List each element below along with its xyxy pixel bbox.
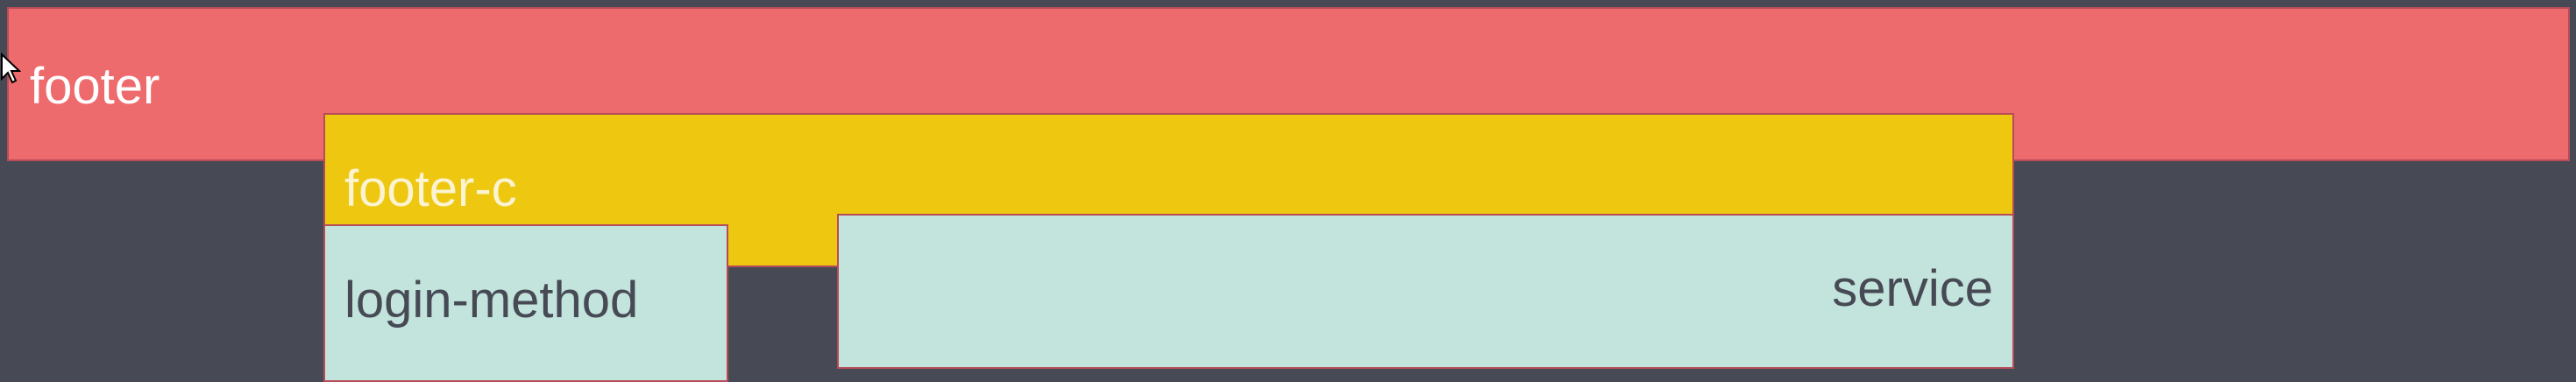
footer-c-label: footer-c [344, 160, 517, 217]
login-method-region: login-method [323, 224, 728, 382]
service-region: service [837, 214, 2014, 369]
footer-label: footer [30, 58, 160, 115]
mouse-pointer-icon [0, 53, 21, 84]
login-method-label: login-method [344, 272, 639, 329]
service-label: service [1832, 260, 1993, 317]
